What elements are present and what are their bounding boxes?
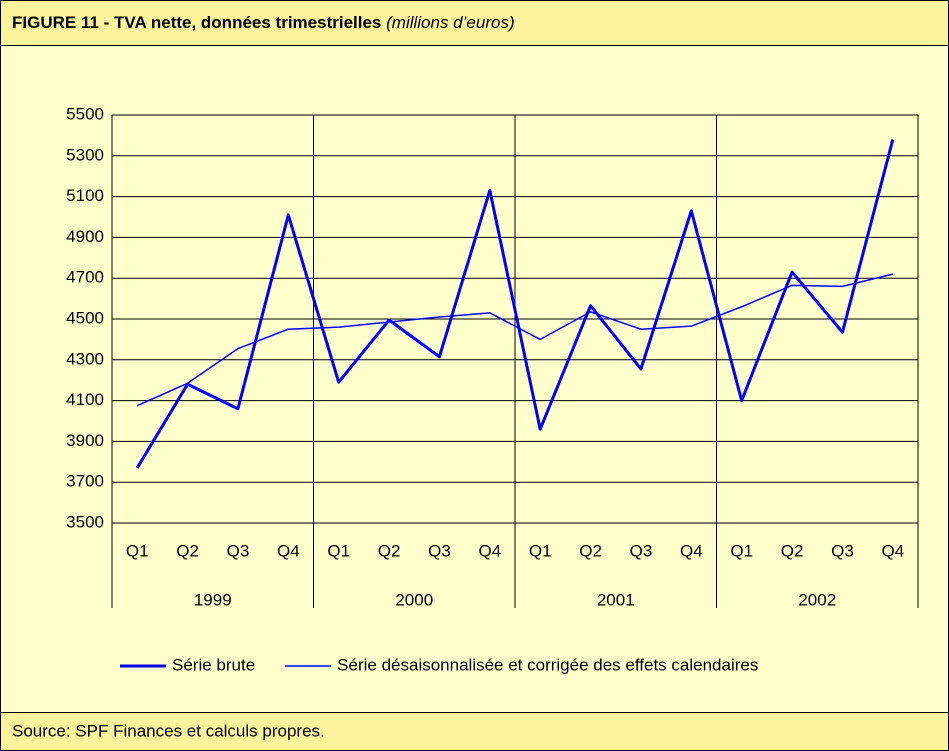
series-line: [136, 273, 893, 407]
group-label: 2000: [395, 590, 433, 609]
x-tick-label: Q4: [277, 541, 300, 560]
x-tick-label: Q3: [227, 541, 250, 560]
y-tick-label: 4300: [66, 349, 104, 368]
x-tick-label: Q1: [327, 541, 350, 560]
x-tick-label: Q3: [831, 541, 854, 560]
group-label: 2001: [597, 590, 635, 609]
title-main: FIGURE 11 - TVA nette, données trimestri…: [12, 13, 381, 32]
group-label: 1999: [194, 590, 232, 609]
group-label: 2002: [798, 590, 836, 609]
legend-label: Série brute: [172, 655, 255, 674]
footer: [0, 712, 949, 751]
x-tick-label: Q2: [781, 541, 804, 560]
x-tick-label: Q1: [126, 541, 149, 560]
x-tick-label: Q3: [630, 541, 653, 560]
chart-title: FIGURE 11 - TVA nette, données trimestri…: [12, 13, 515, 32]
y-tick-label: 3700: [66, 472, 104, 491]
x-tick-label: Q1: [730, 541, 753, 560]
x-tick-label: Q3: [428, 541, 451, 560]
header: [0, 0, 949, 46]
y-tick-label: 4900: [66, 227, 104, 246]
legend-label: Série désaisonnalisée et corrigée des ef…: [337, 655, 758, 674]
y-tick-label: 5500: [66, 104, 104, 123]
y-tick-label: 5100: [66, 186, 104, 205]
x-tick-label: Q2: [378, 541, 401, 560]
source: Source: SPF Finances et calculs propres.: [12, 721, 325, 740]
y-tick-label: 4100: [66, 390, 104, 409]
title-unit: (millions d’euros): [386, 13, 514, 32]
y-tick-label: 4700: [66, 268, 104, 287]
y-tick-label: 3900: [66, 431, 104, 450]
x-tick-label: Q2: [176, 541, 199, 560]
x-tick-label: Q1: [529, 541, 552, 560]
y-tick-label: 3500: [66, 512, 104, 531]
x-tick-label: Q4: [680, 541, 703, 560]
x-tick-label: Q2: [579, 541, 602, 560]
y-tick-label: 4500: [66, 308, 104, 327]
y-tick-label: 5300: [66, 145, 104, 164]
x-tick-label: Q4: [478, 541, 501, 560]
series-line: [135, 139, 895, 469]
x-tick-label: Q4: [881, 541, 904, 560]
